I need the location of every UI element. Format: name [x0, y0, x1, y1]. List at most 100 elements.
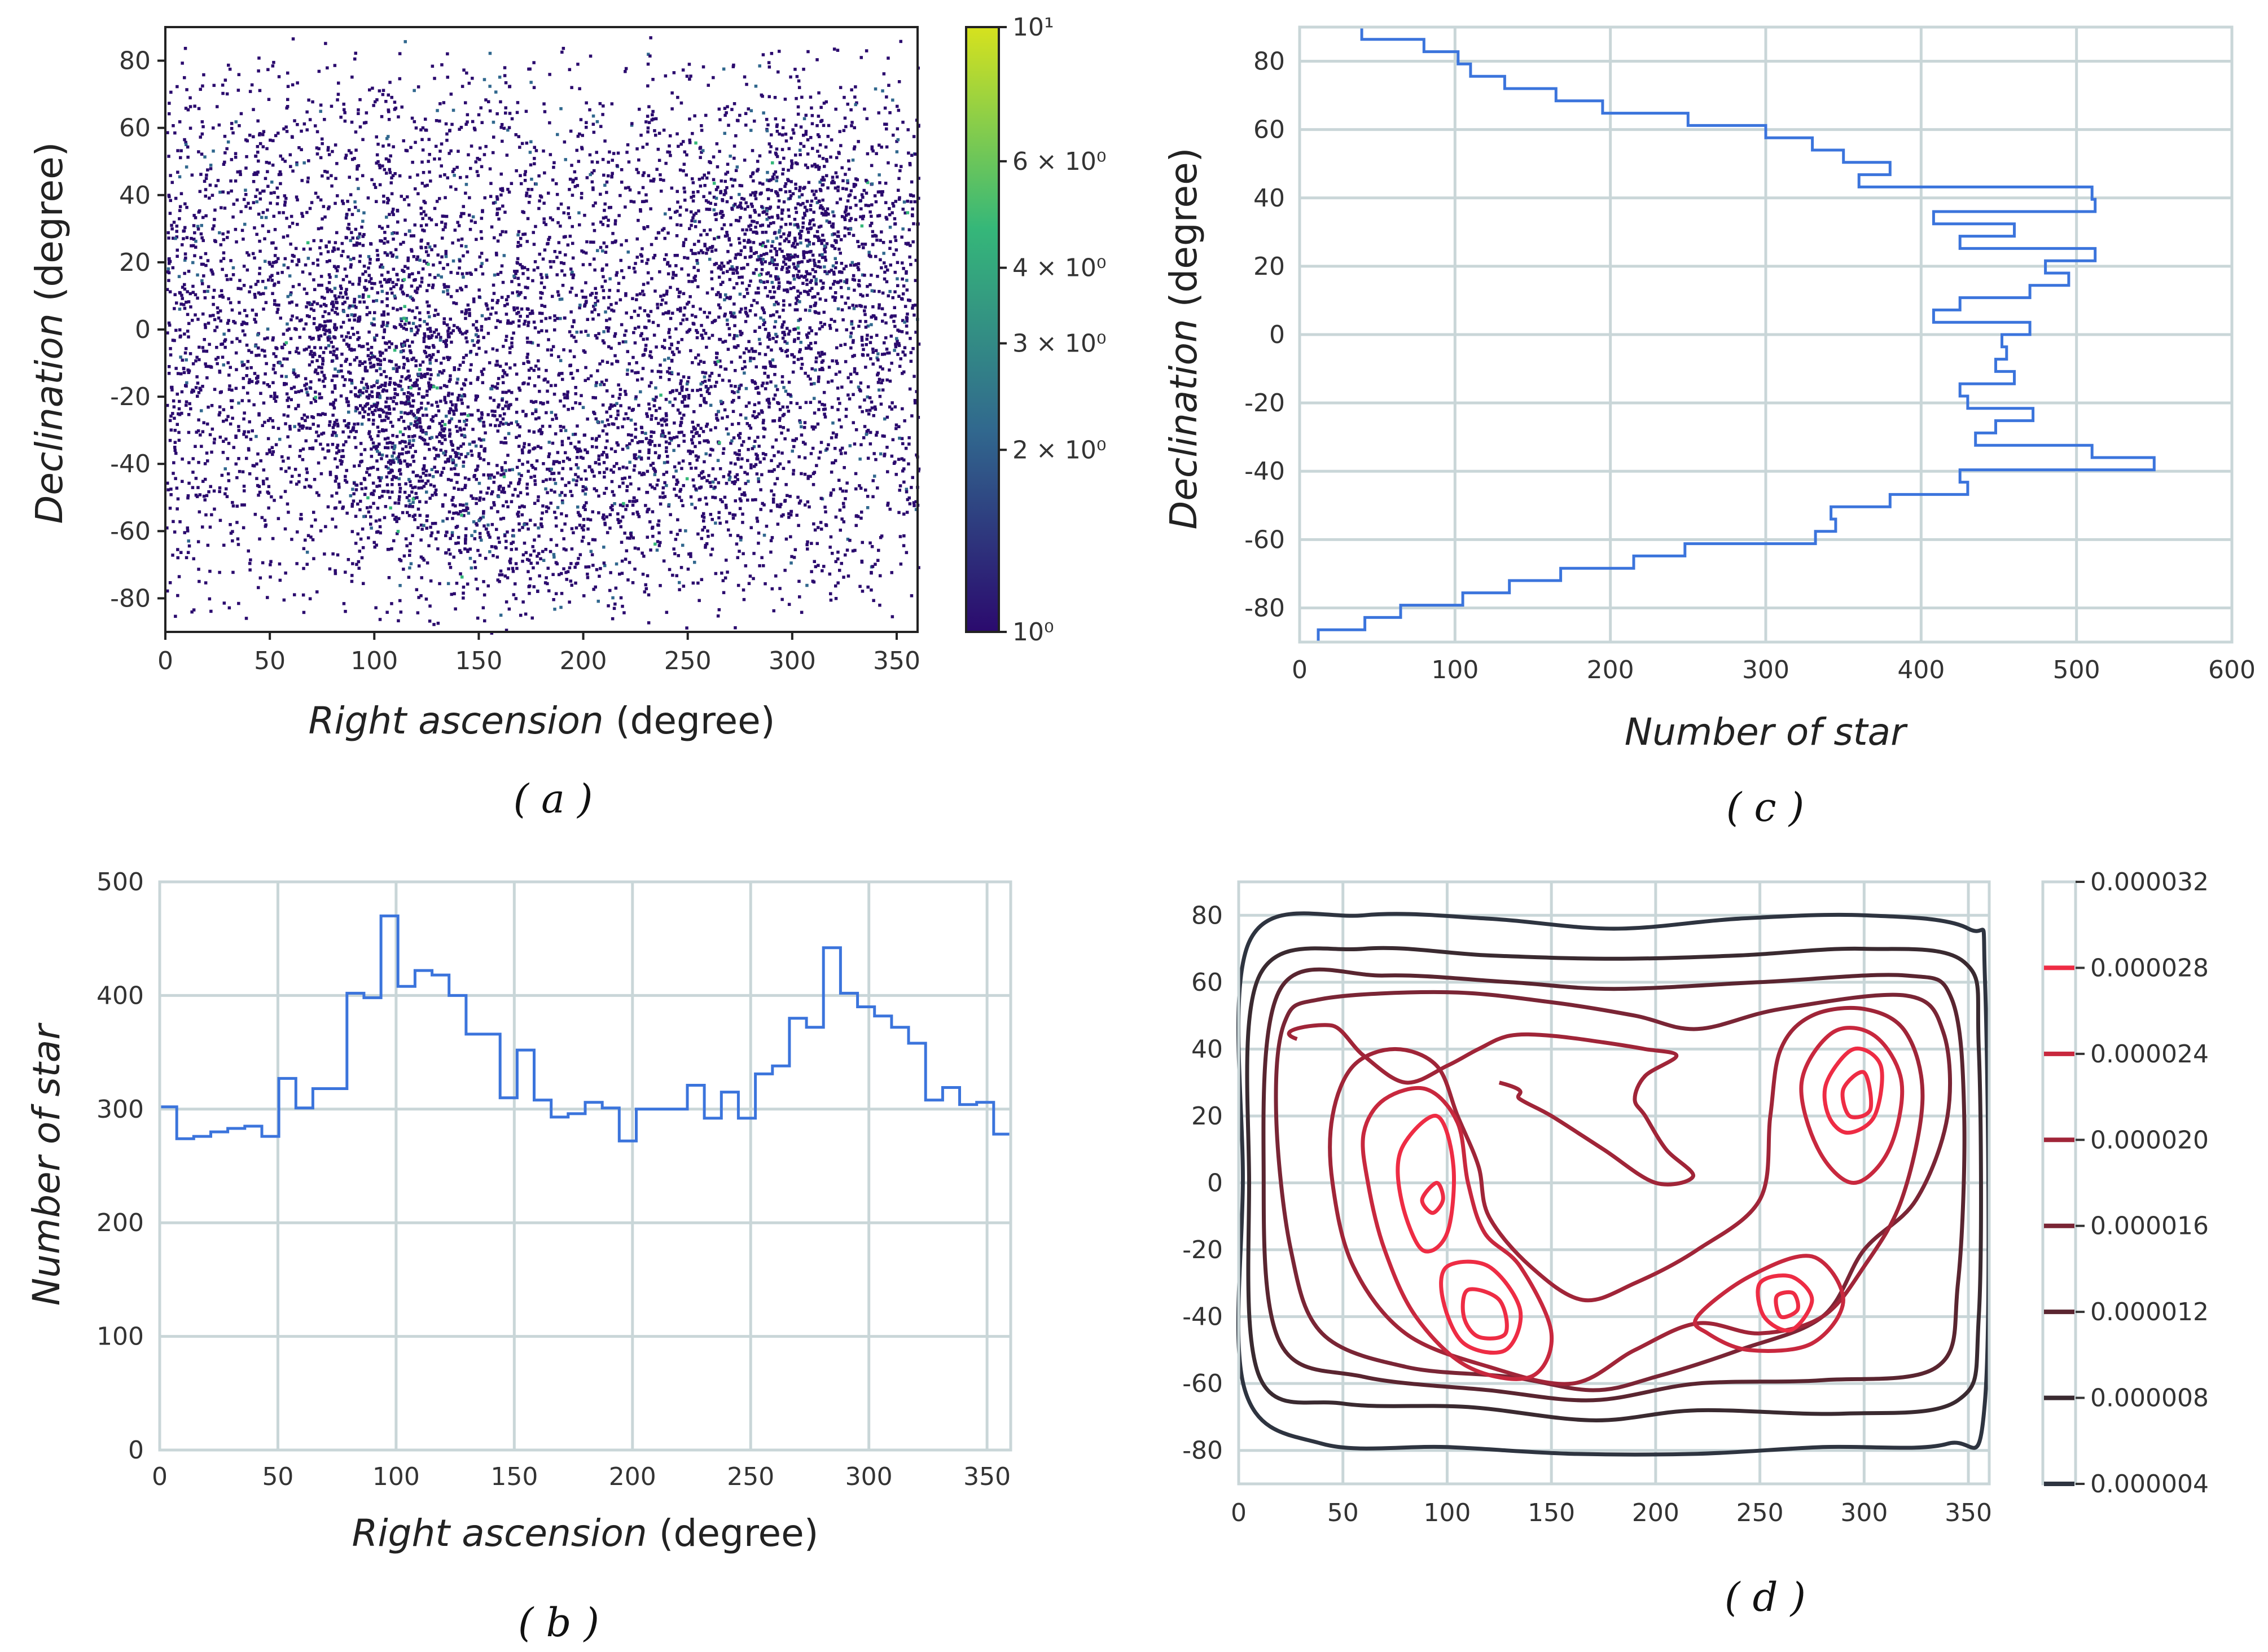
star-point — [746, 314, 749, 318]
star-point — [850, 88, 853, 91]
star-point — [422, 559, 426, 562]
star-point — [198, 358, 201, 362]
star-point — [818, 154, 821, 158]
star-point — [869, 357, 872, 361]
star-point — [518, 146, 521, 149]
star-point — [174, 236, 177, 240]
star-point — [609, 571, 612, 574]
star-point — [209, 164, 213, 167]
star-point — [675, 132, 679, 135]
star-point — [349, 239, 353, 243]
star-point — [179, 334, 182, 338]
star-point — [896, 339, 899, 343]
star-point — [421, 126, 425, 130]
star-point — [816, 265, 820, 269]
star-point — [713, 496, 717, 499]
star-point — [532, 368, 536, 372]
star-point — [223, 339, 226, 343]
star-point — [168, 438, 172, 442]
star-point — [391, 441, 394, 445]
star-point — [810, 570, 813, 573]
star-point — [571, 225, 574, 229]
star-point — [670, 186, 674, 190]
star-point — [495, 349, 499, 352]
star-point — [680, 389, 684, 392]
star-point — [450, 442, 454, 446]
star-point — [326, 250, 330, 253]
star-point — [885, 415, 889, 419]
star-point — [533, 474, 536, 478]
star-point — [777, 216, 780, 219]
star-point — [912, 501, 916, 504]
star-point — [191, 471, 195, 474]
star-point — [245, 374, 248, 377]
star-point — [815, 58, 819, 61]
star-point — [871, 479, 875, 482]
star-point — [439, 449, 442, 452]
star-point — [774, 574, 778, 578]
star-point — [775, 300, 778, 304]
star-point — [421, 267, 425, 271]
star-point — [173, 293, 177, 296]
star-point — [403, 322, 407, 326]
star-point — [776, 401, 779, 405]
star-point — [178, 120, 182, 124]
star-point — [602, 561, 606, 565]
star-point — [584, 469, 587, 473]
star-point — [475, 170, 479, 173]
star-point — [875, 238, 879, 242]
star-point — [537, 206, 541, 210]
star-point — [867, 412, 871, 416]
star-point — [549, 384, 553, 388]
star-point — [646, 337, 649, 341]
star-point — [516, 257, 520, 261]
star-point — [886, 503, 889, 507]
star-point — [649, 207, 652, 210]
star-point — [445, 138, 449, 142]
star-point — [479, 445, 483, 448]
star-point — [730, 178, 733, 181]
star-point — [364, 279, 368, 283]
star-point — [251, 252, 255, 256]
star-point — [260, 516, 264, 520]
star-point — [680, 467, 683, 471]
star-point — [312, 423, 315, 426]
star-point — [169, 90, 173, 94]
star-point — [315, 359, 319, 362]
star-point — [504, 339, 508, 342]
star-point — [905, 319, 909, 323]
star-point — [169, 353, 173, 357]
star-point — [858, 457, 862, 461]
star-point — [285, 392, 289, 396]
star-point — [901, 442, 905, 446]
star-point — [218, 190, 222, 194]
star-point — [606, 224, 610, 227]
star-point — [277, 75, 281, 78]
star-point — [707, 387, 710, 390]
star-point — [169, 487, 173, 491]
star-point — [400, 342, 403, 346]
star-point — [697, 362, 700, 366]
star-point — [755, 472, 759, 476]
star-point — [824, 145, 828, 149]
star-point — [723, 131, 726, 135]
star-point — [561, 467, 565, 471]
star-point — [353, 300, 356, 304]
star-point — [684, 238, 687, 241]
star-point — [796, 243, 799, 246]
star-point — [200, 152, 204, 156]
star-point — [850, 124, 853, 128]
star-point — [565, 514, 568, 517]
star-point — [415, 306, 419, 310]
star-point — [600, 380, 604, 384]
star-point — [456, 271, 459, 275]
star-point — [608, 277, 612, 280]
star-point — [261, 424, 264, 427]
star-point — [905, 288, 909, 292]
star-point — [300, 179, 304, 182]
star-point — [253, 296, 257, 299]
star-point — [326, 170, 329, 174]
star-point — [424, 128, 427, 132]
star-point — [819, 441, 823, 444]
star-point — [243, 309, 247, 312]
